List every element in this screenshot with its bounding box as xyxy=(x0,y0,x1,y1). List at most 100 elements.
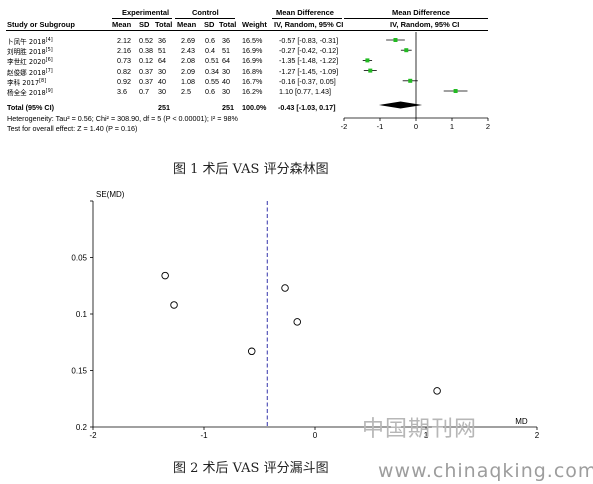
forest-x-tick-label: -1 xyxy=(377,122,384,131)
study-cell-e-mean: 2.12 xyxy=(117,36,131,45)
study-cell-ci-text: -1.27 [-1.45, -1.09] xyxy=(279,66,339,76)
watermark-cn: 中国期刊网 xyxy=(362,417,478,442)
funnel-y-label: SE(MD) xyxy=(96,190,125,199)
study-cell-e-mean: 2.16 xyxy=(117,46,131,56)
study-cell-e-sd: 0.37 xyxy=(139,76,153,86)
study-cell-c-total: 64 xyxy=(222,56,230,66)
study-name-text: 李科 2017 xyxy=(7,78,40,87)
study-cell-e-total: 36 xyxy=(158,36,166,45)
funnel-study-point xyxy=(293,318,301,326)
study-cell-e-mean: 0.82 xyxy=(117,66,131,76)
study-cell-c-mean: 2.43 xyxy=(181,46,195,56)
study-cell-c-mean: 2.08 xyxy=(181,56,195,66)
study-cell-e-mean: 0.73 xyxy=(117,56,131,66)
study-name-text: 李世红 2020 xyxy=(7,58,46,67)
study-cell-ci-text: -0.16 [-0.37, 0.05] xyxy=(279,76,336,86)
study-cell-c-mean: 1.08 xyxy=(181,76,195,86)
study-cell-weight: 16.9% xyxy=(242,46,263,56)
study-name: 卜凤午 2018[4] xyxy=(7,36,53,46)
md-plot-header: Mean Difference xyxy=(392,8,450,17)
study-cell-e-total: 51 xyxy=(158,46,166,56)
funnel-x-tick-label: 0 xyxy=(313,431,318,440)
study-cell-e-mean: 3.6 xyxy=(117,87,127,96)
forest-caption: 图 1 术后 VAS 评分森林图 xyxy=(173,162,329,177)
col-ci-plot: IV, Random, 95% CI xyxy=(390,20,460,29)
funnel-y-tick-label: 0.1 xyxy=(76,310,88,319)
funnel-x-tick-label: -1 xyxy=(200,431,208,440)
total-label: Total (95% CI) xyxy=(7,103,54,112)
study-name-text: 刘明胜 2018 xyxy=(7,48,46,57)
funnel-study-point xyxy=(433,387,441,395)
study-cell-c-sd: 0.6 xyxy=(205,36,215,45)
forest-x-tick-label: 1 xyxy=(450,122,454,131)
study-cell-c-total: 36 xyxy=(222,36,230,45)
col-e-total: Total xyxy=(155,20,173,29)
study-name: 杨全全 2018[9] xyxy=(7,87,53,97)
study-cell-e-sd: 0.12 xyxy=(139,56,153,66)
study-ref: [7] xyxy=(45,67,53,74)
study-cell-e-total: 30 xyxy=(158,66,166,76)
funnel-plot: 0.05 0.1 0.15 0.2-2 -1 0 1 2 0 SE(MD) MD xyxy=(71,190,540,440)
study-cell-c-mean: 2.09 xyxy=(181,66,195,76)
study-ref: [6] xyxy=(45,57,53,64)
col-study: Study or Subgroup xyxy=(7,20,75,29)
study-cell-e-sd: 0.37 xyxy=(139,66,153,76)
study-cell-e-sd: 0.7 xyxy=(139,87,149,96)
funnel-x-label: MD xyxy=(515,417,528,426)
study-name-text: 杨全全 2018 xyxy=(7,89,46,97)
study-ref: [5] xyxy=(45,47,53,53)
study-name-text: 赵俊娜 2018 xyxy=(7,68,46,77)
col-e-mean: Mean xyxy=(112,20,132,29)
heterogeneity-text: Heterogeneity: Tau² = 0.56; Chi² = 308.9… xyxy=(7,114,238,123)
total-ci: -0.43 [-1.03, 0.17] xyxy=(278,103,336,112)
col-e-sd: SD xyxy=(139,20,150,29)
study-name: 刘明胜 2018[5] xyxy=(7,46,53,56)
study-cell-e-total: 64 xyxy=(158,56,166,66)
experimental-header: Experimental xyxy=(122,8,170,17)
total-weight: 100.0% xyxy=(242,103,267,112)
study-ref: [4] xyxy=(45,36,53,43)
forest-x-tick-label: 0 xyxy=(414,122,418,131)
forest-x-tick-label: 2 xyxy=(486,122,490,131)
funnel-study-point xyxy=(247,347,256,356)
study-cell-weight: 16.7% xyxy=(242,76,263,86)
study-cell-c-total: 30 xyxy=(222,87,230,96)
watermark-url: www.chinaqking.com xyxy=(378,460,593,482)
study-cell-weight: 16.8% xyxy=(242,66,263,76)
study-ref: [9] xyxy=(45,87,53,94)
total-c: 251 xyxy=(222,103,234,112)
study-cell-ci-text: -1.35 [-1.48, -1.22] xyxy=(279,56,339,66)
study-cell-weight: 16.5% xyxy=(242,36,263,45)
study-ref: [8] xyxy=(39,77,47,84)
study-cell-e-sd: 0.52 xyxy=(139,36,153,45)
col-weight: Weight xyxy=(242,20,267,29)
study-cell-c-mean: 2.5 xyxy=(181,87,191,96)
funnel-x-tick-label: 2 xyxy=(535,431,540,440)
study-name-text: 卜凤午 2018 xyxy=(7,38,46,46)
funnel-caption: 图 2 术后 VAS 评分漏斗图 xyxy=(173,461,329,476)
study-cell-e-total: 30 xyxy=(158,87,166,96)
funnel-study-point xyxy=(281,284,289,292)
study-effect-marker xyxy=(408,78,413,83)
study-cell-c-sd: 0.55 xyxy=(205,76,219,86)
study-cell-c-sd: 0.4 xyxy=(205,46,215,56)
study-cell-weight: 16.2% xyxy=(242,87,263,96)
forest-x-tick-label: -2 xyxy=(341,122,348,131)
study-cell-e-total: 40 xyxy=(158,76,166,86)
md-table-header: Mean Difference xyxy=(276,8,334,17)
study-cell-ci-text: -0.27 [-0.42, -0.12] xyxy=(279,46,339,56)
study-cell-e-mean: 0.92 xyxy=(117,76,131,86)
study-cell-ci-text: 1.10 [0.77, 1.43] xyxy=(279,87,331,96)
study-cell-c-sd: 0.6 xyxy=(205,87,215,96)
study-cell-c-total: 51 xyxy=(222,46,230,56)
study-effect-marker xyxy=(368,68,373,73)
funnel-y-tick-zero: 0 xyxy=(83,197,88,206)
overall-effect-text: Test for overall effect: Z = 1.40 (P = 0… xyxy=(7,124,138,133)
col-ci: IV, Random, 95% CI xyxy=(274,20,344,29)
study-name: 李科 2017[8] xyxy=(7,77,46,87)
study-effect-marker xyxy=(393,38,398,42)
col-c-mean: Mean xyxy=(177,20,197,29)
study-effect-marker xyxy=(453,89,458,93)
study-cell-e-sd: 0.38 xyxy=(139,46,153,56)
study-cell-c-sd: 0.34 xyxy=(205,66,219,76)
